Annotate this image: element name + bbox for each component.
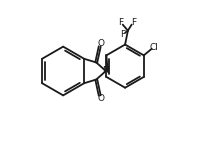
Text: F: F xyxy=(118,18,123,27)
Text: O: O xyxy=(97,94,104,103)
Text: N: N xyxy=(103,66,109,75)
Text: O: O xyxy=(97,39,104,48)
Text: F: F xyxy=(132,18,137,27)
Text: Cl: Cl xyxy=(150,43,159,52)
Text: F: F xyxy=(120,30,126,39)
